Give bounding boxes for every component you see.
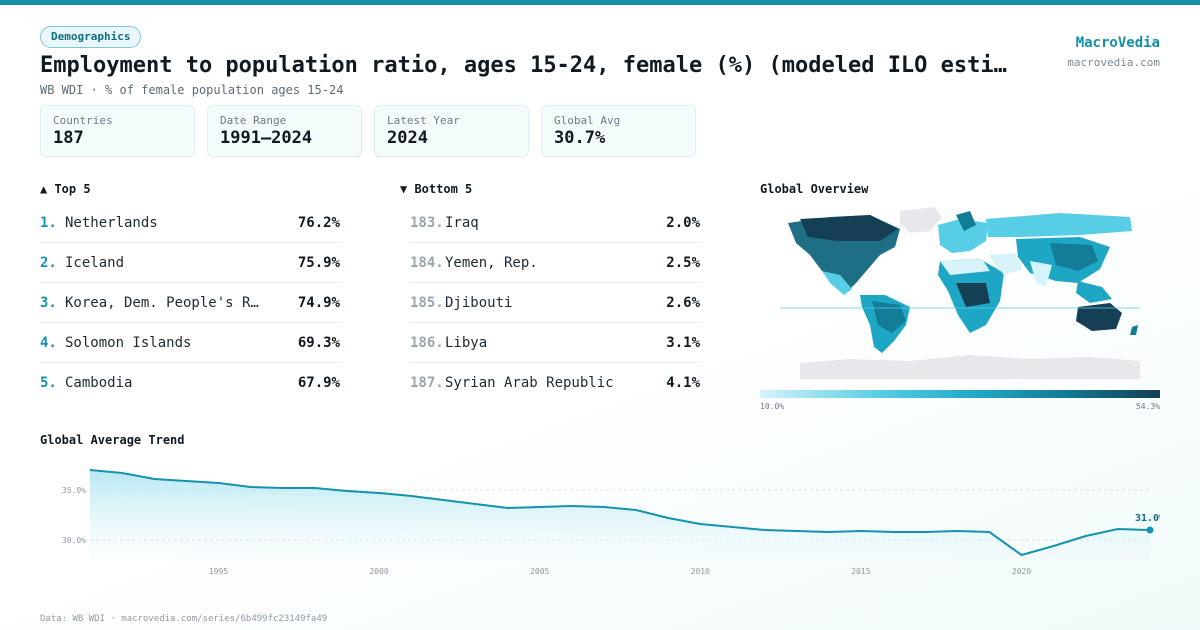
category-tag[interactable]: Demographics: [40, 26, 142, 48]
map-middle-east: [988, 253, 1022, 275]
world-choropleth-map[interactable]: [760, 203, 1160, 388]
page-subtitle: WB WDI · % of female population ages 15-…: [40, 83, 344, 97]
stat-card-countries: Countries 187: [40, 105, 195, 157]
country-value: 67.9%: [297, 375, 340, 391]
country-name: Netherlands: [65, 214, 158, 231]
map-canada: [800, 215, 898, 241]
stat-label: Latest Year: [387, 114, 460, 127]
trend-end-label: 31.0%: [1135, 513, 1160, 524]
country-value: 74.9%: [297, 294, 340, 311]
map-mexico: [822, 271, 852, 295]
country-name: Iraq: [445, 214, 479, 231]
stat-label: Date Range: [220, 114, 287, 127]
bottom5-row[interactable]: 186. Libya 3.1%: [410, 323, 700, 363]
bottom5-row[interactable]: 185. Djibouti 2.6%: [410, 283, 700, 323]
country-value: 2.5%: [666, 254, 700, 271]
trend-end-point[interactable]: [1146, 526, 1154, 534]
bottom5-title: ▼ Bottom 5: [400, 182, 473, 196]
country-value: 75.9%: [297, 254, 340, 271]
country-name: Iceland: [65, 254, 125, 271]
rank-number: 186.: [410, 334, 444, 351]
top5-title: ▲ Top 5: [40, 182, 91, 196]
map-antarctica: [800, 355, 1140, 379]
top5-list: 1. Netherlands 76.2% 2. Iceland 75.9% 3.…: [40, 203, 340, 403]
top5-row[interactable]: 2. Iceland 75.9%: [40, 243, 340, 283]
country-name: Syrian Arab Republic: [445, 375, 614, 391]
footer-source: Data: WB WDI · macrovedia.com/series/6b4…: [40, 614, 328, 624]
map-central-africa: [956, 283, 990, 307]
trend-xtick-label: 2000: [369, 567, 388, 576]
map-greenland: [900, 207, 942, 233]
page-title: Employment to population ratio, ages 15-…: [40, 53, 1007, 78]
trend-xtick-label: 2020: [1012, 567, 1031, 576]
stat-label: Global Avg: [554, 114, 621, 127]
map-india: [1030, 261, 1052, 287]
country-name: Yemen, Rep.: [445, 254, 538, 271]
stat-value: 30.7%: [554, 128, 606, 148]
map-brazil: [872, 301, 906, 333]
brand-url[interactable]: macrovedia.com: [1067, 56, 1160, 69]
trend-ytick-label: 30.0%: [62, 536, 86, 545]
map-north-africa: [940, 259, 990, 275]
map-russia: [986, 213, 1132, 237]
brand-name[interactable]: MacroVedia: [1075, 35, 1160, 51]
top5-row[interactable]: 5. Cambodia 67.9%: [40, 363, 340, 403]
top5-row[interactable]: 3. Korea, Dem. People's R… 74.9%: [40, 283, 340, 323]
rank-number: 1.: [40, 214, 57, 231]
stat-card-date-range: Date Range 1991–2024: [207, 105, 362, 157]
rank-number: 4.: [40, 334, 57, 351]
legend-max-label: 54.3%: [1135, 402, 1160, 411]
brand: MacroVedia macrovedia.com: [1067, 35, 1160, 69]
country-value: 2.0%: [666, 214, 700, 231]
bottom5-row[interactable]: 187. Syrian Arab Republic 4.1%: [410, 363, 700, 403]
country-name: Solomon Islands: [65, 334, 192, 351]
top5-row[interactable]: 1. Netherlands 76.2%: [40, 203, 340, 243]
map-color-legend: [760, 390, 1160, 398]
legend-min-label: 10.0%: [760, 402, 785, 411]
country-value: 3.1%: [666, 334, 700, 351]
trend-area: [90, 470, 1150, 560]
country-value: 76.2%: [297, 214, 340, 231]
bottom5-list: 183. Iraq 2.0% 184. Yemen, Rep. 2.5% 185…: [410, 203, 700, 403]
stat-value: 187: [53, 128, 84, 148]
rank-number: 3.: [40, 294, 57, 311]
stat-card-latest-year: Latest Year 2024: [374, 105, 529, 157]
country-value: 2.6%: [666, 294, 700, 311]
bottom5-row[interactable]: 183. Iraq 2.0%: [410, 203, 700, 243]
map-new-zealand: [1130, 325, 1138, 335]
country-name: Cambodia: [65, 375, 133, 391]
rank-number: 185.: [410, 294, 444, 311]
map-se-asia: [1076, 281, 1112, 303]
stat-value: 1991–2024: [220, 128, 313, 148]
trend-xtick-label: 1995: [209, 567, 228, 576]
trend-xtick-label: 2015: [851, 567, 870, 576]
rank-number: 187.: [410, 375, 444, 391]
map-australia: [1076, 303, 1122, 331]
trend-xtick-label: 2010: [691, 567, 710, 576]
trend-line: [89, 469, 1151, 557]
stat-label: Countries: [53, 114, 113, 127]
map-europe: [938, 219, 988, 253]
trend-chart: 30.0% 35.0% 1995 2000 2005 2010 2015 2020 31.0…: [62, 469, 1160, 576]
rank-number: 5.: [40, 375, 57, 391]
country-value: 69.3%: [297, 334, 340, 351]
rank-number: 2.: [40, 254, 57, 271]
stat-value: 2024: [387, 128, 428, 148]
trend-xtick-label: 2005: [530, 567, 549, 576]
country-name: Libya: [445, 334, 488, 351]
rank-number: 184.: [410, 254, 444, 271]
stat-card-global-avg: Global Avg 30.7%: [541, 105, 696, 157]
bottom5-row[interactable]: 184. Yemen, Rep. 2.5%: [410, 243, 700, 283]
country-name: Korea, Dem. People's R…: [65, 294, 259, 311]
country-value: 4.1%: [666, 375, 700, 391]
map-title: Global Overview: [760, 182, 869, 196]
rank-number: 183.: [410, 214, 444, 231]
country-name: Djibouti: [445, 294, 513, 311]
map-scandinavia: [956, 211, 976, 231]
trend-title: Global Average Trend: [40, 433, 185, 447]
top-accent-bar: [0, 0, 1200, 5]
top5-row[interactable]: 4. Solomon Islands 69.3%: [40, 323, 340, 363]
map-china: [1050, 243, 1098, 271]
trend-ytick-label: 35.0%: [62, 486, 86, 495]
